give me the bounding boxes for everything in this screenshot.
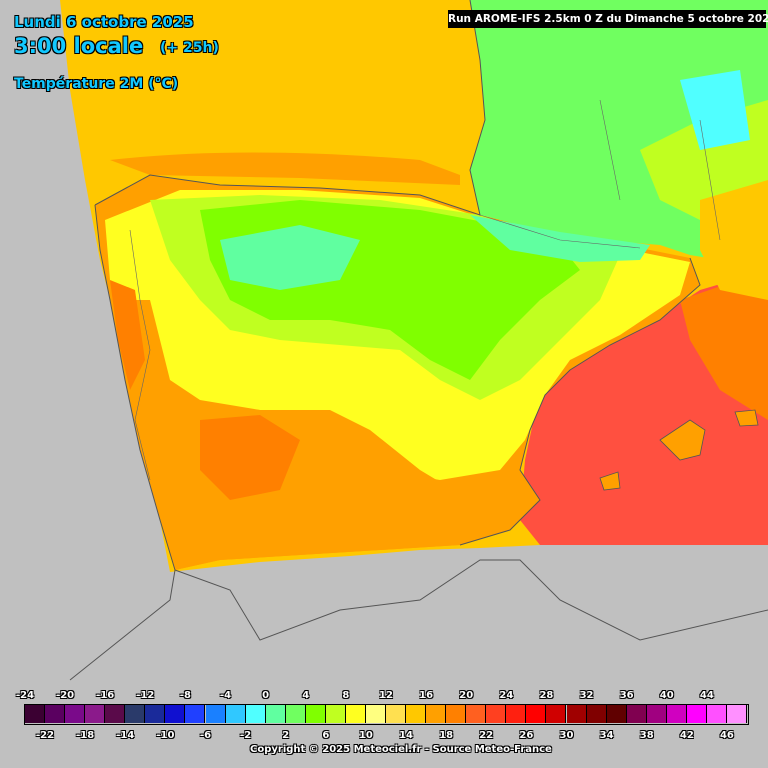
legend-label-upper: -12 bbox=[136, 690, 155, 701]
legend-label-lower: -10 bbox=[156, 730, 175, 741]
legend-swatch bbox=[185, 705, 206, 723]
legend-swatch bbox=[626, 705, 647, 723]
legend-label-lower: -18 bbox=[76, 730, 95, 741]
legend-swatch bbox=[125, 705, 146, 723]
legend-swatch bbox=[386, 705, 407, 723]
coastline-africa bbox=[174, 559, 768, 641]
legend-swatch bbox=[25, 705, 46, 723]
legend-swatch bbox=[145, 705, 166, 723]
legend-swatch bbox=[165, 705, 186, 723]
legend-label-upper: -20 bbox=[56, 690, 75, 701]
mallorca bbox=[659, 419, 706, 461]
legend-swatch bbox=[325, 705, 346, 723]
legend-label-upper: 0 bbox=[262, 690, 270, 701]
legend-label-lower: 2 bbox=[282, 730, 290, 741]
legend-label-upper: 40 bbox=[659, 690, 674, 701]
legend-label-upper: -8 bbox=[179, 690, 191, 701]
legend-swatch bbox=[566, 705, 587, 723]
legend-label-lower: -14 bbox=[116, 730, 135, 741]
legend-label-upper: 24 bbox=[499, 690, 514, 701]
ibiza bbox=[599, 471, 621, 491]
legend-swatch bbox=[65, 705, 86, 723]
copyright: Copyright © 2025 Meteociel.fr - Source M… bbox=[250, 744, 552, 755]
legend-label-upper: 4 bbox=[302, 690, 310, 701]
legend-swatch bbox=[666, 705, 687, 723]
legend-label-lower: 26 bbox=[519, 730, 534, 741]
legend-label-lower: -6 bbox=[199, 730, 212, 741]
legend-swatch bbox=[406, 705, 427, 723]
legend-label-upper: -24 bbox=[15, 690, 35, 701]
legend-label-upper: 12 bbox=[379, 690, 393, 701]
legend-label-upper: 8 bbox=[342, 690, 350, 701]
forecast-offset: (+ 25h) bbox=[160, 40, 219, 56]
legend-swatch bbox=[285, 705, 306, 723]
southwest-warm-zone bbox=[120, 300, 500, 570]
legend-label-lower: 42 bbox=[679, 730, 694, 741]
legend-label-upper: 16 bbox=[419, 690, 434, 701]
legend-swatch bbox=[245, 705, 266, 723]
menorca bbox=[734, 409, 759, 427]
variable-title: Température 2M (°C) bbox=[14, 76, 179, 92]
france-warm-zone bbox=[700, 180, 768, 300]
portugal-warm-zone bbox=[110, 280, 145, 390]
legend-swatch bbox=[546, 705, 567, 723]
legend-label-lower: -2 bbox=[240, 730, 252, 741]
legend-swatch bbox=[85, 705, 106, 723]
legend-swatch bbox=[265, 705, 286, 723]
legend-swatch bbox=[686, 705, 707, 723]
legend-label-lower: 14 bbox=[399, 730, 414, 741]
borders bbox=[129, 99, 721, 481]
legend-label-lower: 34 bbox=[599, 730, 614, 741]
legend-swatch bbox=[726, 705, 747, 723]
mediterranean-orange-zone bbox=[680, 270, 768, 420]
legend-swatch bbox=[305, 705, 326, 723]
legend-swatch bbox=[205, 705, 226, 723]
legend-swatch bbox=[586, 705, 607, 723]
legend-frame bbox=[24, 704, 749, 725]
legend-label-upper: -16 bbox=[96, 690, 115, 701]
central-cold-zone bbox=[220, 225, 360, 290]
coastline-med bbox=[459, 257, 701, 546]
legend-swatch bbox=[446, 705, 467, 723]
alps-cold-zone bbox=[680, 70, 750, 150]
legend-swatch bbox=[506, 705, 527, 723]
legend-label-lower: 30 bbox=[559, 730, 574, 741]
biscay-warm-band bbox=[110, 152, 460, 185]
pyrenees-cold-zone bbox=[470, 215, 650, 262]
legend-label-upper: 28 bbox=[539, 690, 554, 701]
model-run-label: Run AROME-IFS 2.5km 0 Z du Dimanche 5 oc… bbox=[448, 10, 768, 28]
coastline bbox=[94, 0, 486, 216]
legend-label-upper: -4 bbox=[219, 690, 232, 701]
legend-label-lower: 10 bbox=[358, 730, 373, 741]
legend-label-upper: 20 bbox=[459, 690, 474, 701]
legend-swatch bbox=[486, 705, 507, 723]
legend-label-upper: 36 bbox=[619, 690, 634, 701]
legend-label-lower: 18 bbox=[439, 730, 454, 741]
legend-label-lower: -22 bbox=[36, 730, 55, 741]
coastline-atlantic bbox=[69, 204, 176, 681]
forecast-date: Lundi 6 octobre 2025 bbox=[14, 13, 194, 31]
guadalquivir-warm-zone bbox=[200, 415, 300, 500]
legend-label-lower: 22 bbox=[479, 730, 494, 741]
legend-label-upper: 44 bbox=[699, 690, 714, 701]
legend-swatch bbox=[105, 705, 126, 723]
legend-swatch bbox=[646, 705, 667, 723]
legend-swatch bbox=[466, 705, 487, 723]
legend-swatch bbox=[225, 705, 246, 723]
legend-swatch bbox=[365, 705, 386, 723]
legend-swatch bbox=[526, 705, 547, 723]
legend-label-lower: 6 bbox=[322, 730, 330, 741]
legend-swatch bbox=[706, 705, 727, 723]
legend-swatch bbox=[345, 705, 366, 723]
legend-label-lower: 38 bbox=[639, 730, 654, 741]
legend-swatch bbox=[606, 705, 627, 723]
legend-label-upper: 32 bbox=[579, 690, 594, 701]
color-legend: -24 -20 -16 -12 -8 -4 0 4 8 12 16 20 24 28 32 36 40 44 -22… bbox=[0, 688, 768, 744]
legend-swatch bbox=[426, 705, 447, 723]
legend-label-lower: 46 bbox=[719, 730, 734, 741]
forecast-time: 3:00 locale bbox=[14, 34, 144, 58]
legend-swatch bbox=[45, 705, 66, 723]
